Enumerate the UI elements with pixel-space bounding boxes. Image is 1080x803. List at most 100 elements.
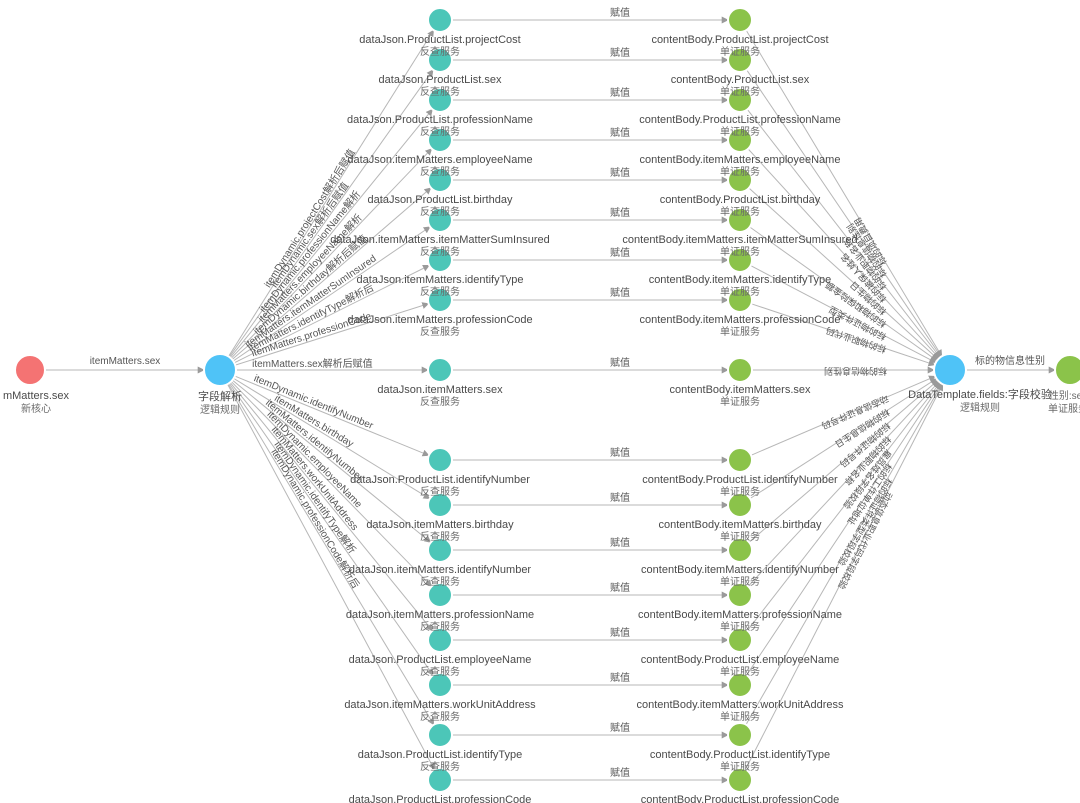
label: dataJson.ProductList.identifyNumber xyxy=(350,474,530,486)
label: dataJson.ProductList.professionCode xyxy=(349,794,532,803)
label: contentBody.itemMatters.professionCode xyxy=(640,314,841,326)
label: contentBody.itemMatters.itemMatterSumIns… xyxy=(622,234,857,246)
label: 单证服务 xyxy=(720,760,760,773)
label: dataJson.itemMatters.professionCode xyxy=(347,314,532,326)
label: dataJson.itemMatters.workUnitAddress xyxy=(344,699,536,711)
label: dataJson.itemMatters.sex xyxy=(377,384,503,396)
label: 赋值 xyxy=(610,356,630,369)
label: 反查服务 xyxy=(420,575,460,588)
label: contentBody.itemMatters.birthday xyxy=(658,519,822,531)
hub2-node xyxy=(934,354,966,386)
label: contentBody.ProductList.sex xyxy=(671,74,810,86)
label: contentBody.itemMatters.employeeName xyxy=(640,154,841,166)
label: 赋值 xyxy=(610,286,630,299)
label: 反查服务 xyxy=(420,530,460,543)
label: 赋值 xyxy=(610,671,630,684)
label: 赋值 xyxy=(610,766,630,779)
label: contentBody.itemMatters.professionName xyxy=(638,609,842,621)
label: 反查服务 xyxy=(420,165,460,178)
label: dataJson.itemMatters.birthday xyxy=(366,519,514,531)
label: dataJson.ProductList.projectCost xyxy=(359,34,520,46)
label: 标的物信息性别 xyxy=(975,354,1045,367)
label: 反查服务 xyxy=(420,285,460,298)
green-node xyxy=(728,358,752,382)
label: contentBody.itemMatters.sex xyxy=(669,384,811,396)
label: 赋值 xyxy=(610,721,630,734)
label: 单证服务 xyxy=(720,395,760,408)
label: 单证服务 xyxy=(720,620,760,633)
label: 反查服务 xyxy=(420,325,460,338)
label: 单证服务 xyxy=(720,325,760,338)
label: 赋值 xyxy=(610,6,630,19)
label: 赋值 xyxy=(610,86,630,99)
label: contentBody.itemMatters.identifyType xyxy=(649,274,832,286)
green-node xyxy=(728,723,752,747)
label: 单证服务 xyxy=(720,710,760,723)
label: dataJson.itemMatters.employeeName xyxy=(347,154,532,166)
label: itemMatters.sex解析后赋值 xyxy=(252,357,373,370)
label: 反查服务 xyxy=(420,485,460,498)
teal-node xyxy=(428,358,452,382)
label: DataTemplate.fields:字段校验 xyxy=(908,387,1052,401)
label: contentBody.ProductList.identifyType xyxy=(650,749,830,761)
label: dataJson.itemMatters.itemMatterSumInsure… xyxy=(330,234,549,246)
label: contentBody.itemMatters.workUnitAddress xyxy=(636,699,844,711)
label: 赋值 xyxy=(610,206,630,219)
label: 赋值 xyxy=(610,126,630,139)
label: 反查服务 xyxy=(420,665,460,678)
label: 新核心 xyxy=(21,402,51,415)
label: 反查服务 xyxy=(420,710,460,723)
label: contentBody.ProductList.professionCode xyxy=(641,794,840,803)
label: 逻辑规则 xyxy=(960,401,1000,414)
teal-node xyxy=(428,723,452,747)
label: 反查服务 xyxy=(420,245,460,258)
edge xyxy=(228,384,435,769)
label: 单证服务 xyxy=(720,575,760,588)
teal-node xyxy=(428,448,452,472)
label: 单证服务 xyxy=(720,485,760,498)
label: 反查服务 xyxy=(420,45,460,58)
hub1-node xyxy=(204,354,236,386)
label: 赋值 xyxy=(610,446,630,459)
label: 单证服务 xyxy=(720,245,760,258)
label: 赋值 xyxy=(610,491,630,504)
label: contentBody.ProductList.projectCost xyxy=(651,34,828,46)
label: 单证服务 xyxy=(720,285,760,298)
label: 反查服务 xyxy=(420,395,460,408)
label: contentBody.ProductList.birthday xyxy=(660,194,821,206)
label: dataJson.itemMatters.professionName xyxy=(346,609,534,621)
label: dataJson.itemMatters.identifyType xyxy=(357,274,524,286)
label: 单证服务 xyxy=(720,530,760,543)
label: 标的物信息性别 xyxy=(824,366,887,377)
label: mMatters.sex xyxy=(3,390,70,402)
label: 性别:sex xyxy=(1049,389,1080,402)
label: contentBody.ProductList.employeeName xyxy=(641,654,840,666)
label: 反查服务 xyxy=(420,125,460,138)
label: itemMatters.sex xyxy=(90,356,161,367)
label: dataJson.ProductList.birthday xyxy=(368,194,513,206)
label: 单证服务 xyxy=(720,665,760,678)
label: 赋值 xyxy=(610,626,630,639)
label: contentBody.ProductList.identifyNumber xyxy=(642,474,838,486)
label: 字段解析 xyxy=(198,389,242,403)
root-node xyxy=(15,355,45,385)
label: 赋值 xyxy=(610,166,630,179)
label: 赋值 xyxy=(610,536,630,549)
label: dataJson.ProductList.professionName xyxy=(347,114,533,126)
label: 单证服务 xyxy=(1048,402,1080,415)
label: dataJson.ProductList.sex xyxy=(379,74,502,86)
label: 赋值 xyxy=(610,581,630,594)
label: 反查服务 xyxy=(420,85,460,98)
green-node xyxy=(728,8,752,32)
teal-node xyxy=(428,8,452,32)
label: 单证服务 xyxy=(720,125,760,138)
network-diagram: itemMatters.sexitemDynamic.projectCost解析… xyxy=(0,0,1080,803)
rightmost-node xyxy=(1055,355,1080,385)
label: contentBody.ProductList.professionName xyxy=(639,114,841,126)
label: 单证服务 xyxy=(720,205,760,218)
label: 逻辑规则 xyxy=(200,403,240,416)
label: 单证服务 xyxy=(720,85,760,98)
label: dataJson.ProductList.identifyType xyxy=(358,749,522,761)
label: 反查服务 xyxy=(420,620,460,633)
label: 单证服务 xyxy=(720,45,760,58)
